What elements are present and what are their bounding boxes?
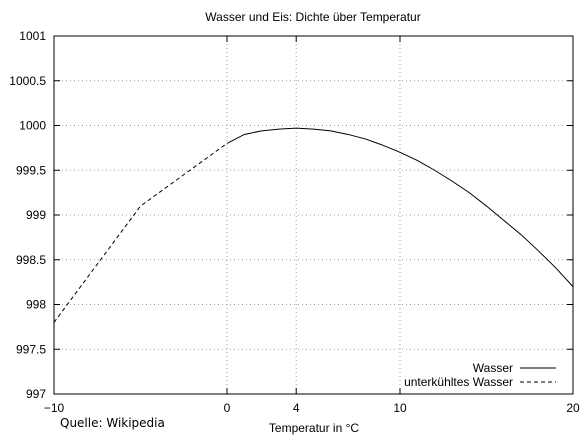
axis-ticks [53, 35, 574, 395]
x-axis-label: Temperatur in °C [269, 421, 359, 435]
legend: Wasser unterkühltes Wasser [404, 361, 556, 389]
source-credit: Quelle: Wikipedia [60, 416, 165, 430]
series-line-unterkuehltes-wasser [53, 142, 228, 323]
plot-frame [53, 35, 574, 395]
series-line-wasser [226, 127, 574, 287]
y-tick-labels: 997 997.5 998 998.5 999 999.5 1000 1000.5 1001 [9, 29, 46, 401]
chart-title: Wasser und Eis: Dichte über Temperatur [205, 10, 420, 24]
x-tick-label: 4 [293, 401, 300, 415]
y-tick-label: 1000 [19, 119, 46, 133]
y-tick-label: 999.5 [16, 163, 46, 177]
x-tick-label: −10 [44, 401, 65, 415]
x-tick-labels: −10 0 4 10 20 [44, 401, 580, 415]
y-tick-label: 998.5 [16, 253, 46, 267]
y-tick-label: 1000.5 [9, 74, 46, 88]
legend-label-unterkuehltes-wasser: unterkühltes Wasser [404, 375, 513, 389]
x-tick-label: 20 [566, 401, 580, 415]
y-tick-label: 997.5 [16, 342, 46, 356]
series-lines [53, 127, 574, 323]
legend-label-wasser: Wasser [473, 361, 513, 375]
x-tick-label: 10 [393, 401, 407, 415]
y-tick-label: 997 [26, 387, 46, 401]
y-tick-label: 1001 [19, 29, 46, 43]
x-tick-label: 0 [224, 401, 231, 415]
grid [54, 36, 573, 394]
y-tick-label: 998 [26, 298, 46, 312]
y-tick-label: 999 [26, 208, 46, 222]
